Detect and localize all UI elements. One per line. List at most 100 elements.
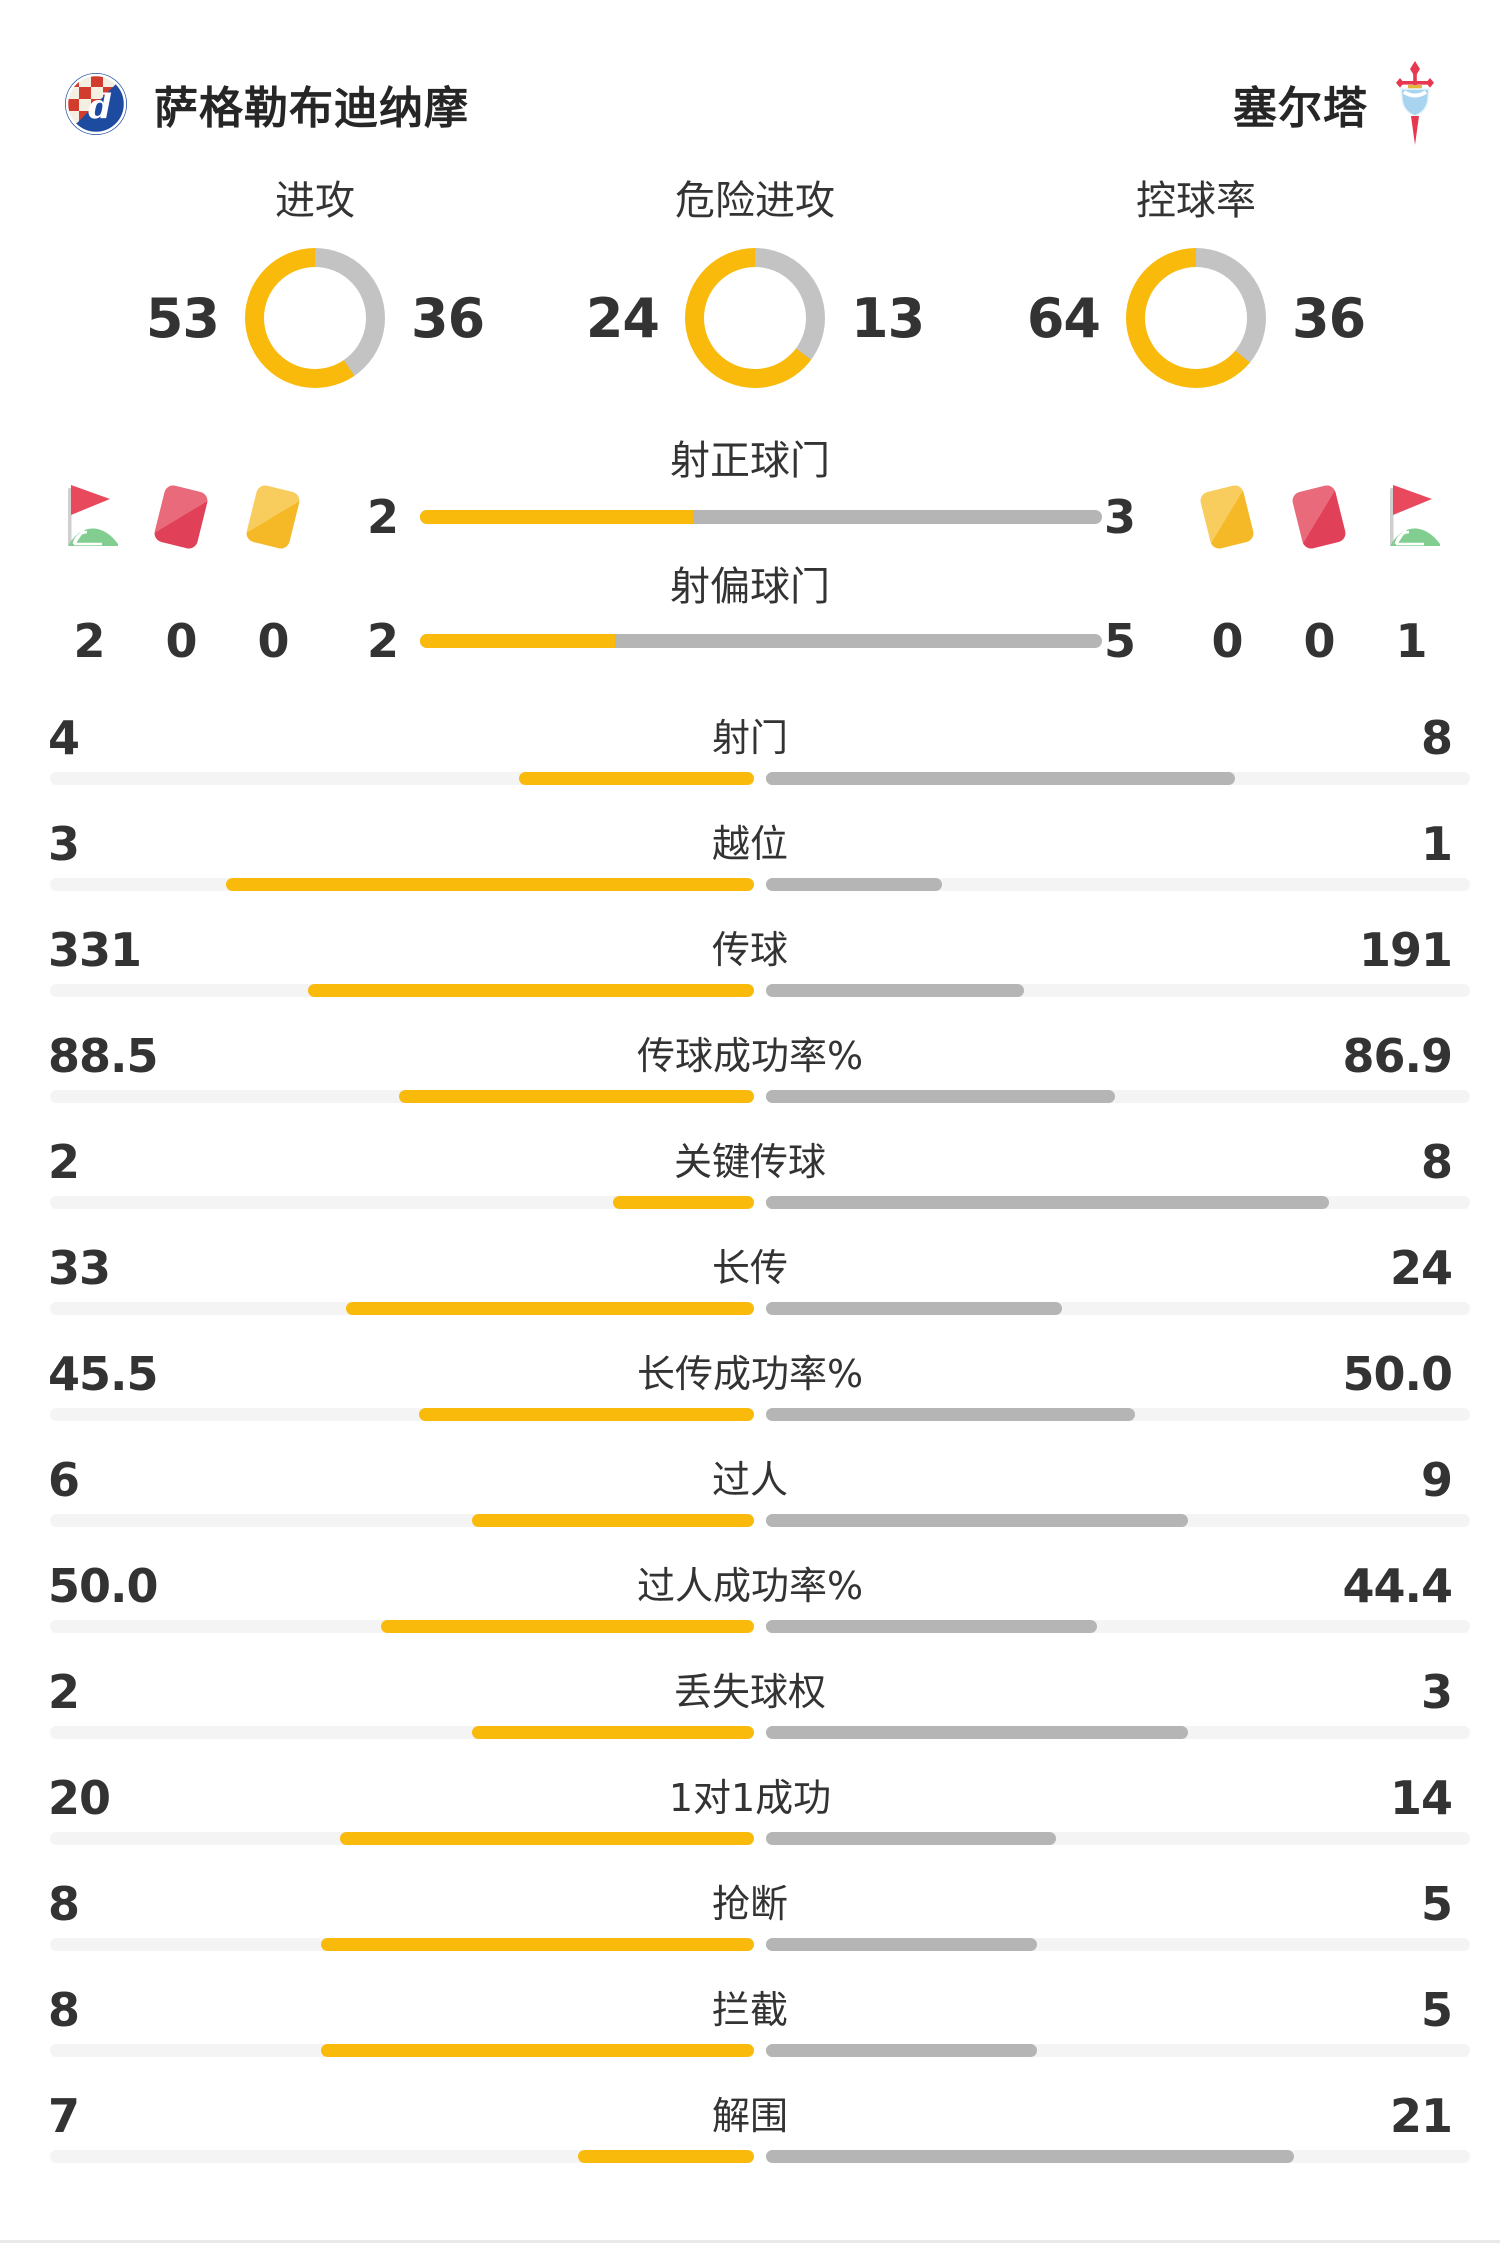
home-team: d 萨格勒布迪纳摩	[64, 72, 469, 136]
stat-home-value: 3	[48, 817, 80, 871]
stat-away-value: 1	[1420, 817, 1453, 871]
stat-away-bar	[766, 878, 1470, 891]
away-yellow-cards: 0	[1190, 606, 1264, 676]
stat-away-value: 14	[1389, 1771, 1453, 1825]
red-card-icon	[152, 483, 210, 551]
stat-label: 丢失球权	[673, 1670, 826, 1714]
away-team: 塞尔塔	[1233, 61, 1436, 147]
stat-row: 6 过人 9	[0, 1444, 1500, 1550]
stat-away-bar	[766, 772, 1470, 785]
bottom-divider	[0, 2240, 1500, 2243]
stat-label: 关键传球	[673, 1140, 826, 1184]
donut-ring	[1126, 248, 1266, 388]
stat-label: 射门	[711, 716, 788, 760]
stat-home-bar	[50, 2044, 754, 2057]
stat-label: 长传	[711, 1246, 788, 1290]
stat-home-bar	[50, 1090, 754, 1103]
stat-away-bar	[766, 1726, 1470, 1739]
stat-row: 33 长传 24	[0, 1232, 1500, 1338]
stat-row: 7 解围 21	[0, 2080, 1500, 2186]
away-discipline-counts: 0 0 1	[1190, 606, 1448, 676]
stat-home-value: 45.5	[48, 1347, 158, 1401]
stat-home-bar	[50, 772, 754, 785]
red-card-slot	[1282, 482, 1356, 552]
stat-label: 拦截	[711, 1988, 788, 2032]
stat-row: 2 关键传球 8	[0, 1126, 1500, 1232]
donut-chart: 进攻 53 36	[135, 168, 495, 388]
stat-row: 331 传球 191	[0, 914, 1500, 1020]
red-card-icon	[1290, 483, 1348, 551]
stat-home-bar	[50, 1938, 754, 1951]
stat-label: 传球	[711, 928, 788, 972]
stat-home-value: 20	[48, 1771, 111, 1825]
stat-row: 50.0 过人成功率% 44.4	[0, 1550, 1500, 1656]
stat-away-value: 8	[1420, 711, 1453, 765]
overview-donut-charts: 进攻 53 36 危险进攻 24 13 控球率 64 36	[0, 168, 1500, 418]
donut-chart-title: 进攻	[275, 178, 355, 224]
donut-home-value: 53	[145, 286, 220, 350]
stat-label: 越位	[711, 822, 788, 866]
stat-away-bar	[766, 984, 1470, 997]
home-yellow-cards: 0	[236, 606, 310, 676]
stat-away-value: 50.0	[1342, 1347, 1453, 1401]
stat-home-bar	[50, 1408, 754, 1421]
home-team-name: 萨格勒布迪纳摩	[154, 83, 469, 134]
donut-away-value: 36	[1292, 286, 1366, 350]
stat-away-bar	[766, 1302, 1470, 1315]
home-yellow-cards-value: 0	[257, 614, 289, 668]
away-discipline-icons	[1190, 482, 1448, 552]
stat-home-value: 8	[48, 1983, 80, 2037]
header: d 萨格勒布迪纳摩 塞尔塔	[64, 58, 1436, 150]
stat-row: 3 越位 1	[0, 808, 1500, 914]
donut-home-value: 24	[585, 286, 660, 350]
stat-row: 20 1对1成功 14	[0, 1762, 1500, 1868]
away-red-cards-value: 0	[1303, 614, 1335, 668]
donut-chart-title: 控球率	[1136, 178, 1256, 224]
stat-home-value: 88.5	[48, 1029, 158, 1083]
stat-away-bar	[766, 1408, 1470, 1421]
yellow-card-icon	[244, 483, 302, 551]
stat-away-value: 21	[1389, 2089, 1453, 2143]
stat-home-value: 33	[48, 1241, 111, 1295]
stats-list: 4 射门 8 3 越位 1 331 传球 191 88.5 传球成功率% 86.…	[0, 702, 1500, 2186]
stat-away-bar	[766, 1514, 1470, 1527]
home-red-cards-value: 0	[165, 614, 197, 668]
stat-away-bar	[766, 1196, 1470, 1209]
stat-away-bar	[766, 2150, 1470, 2163]
away-red-cards: 0	[1282, 606, 1356, 676]
stat-home-value: 7	[48, 2089, 80, 2143]
stat-home-value: 2	[48, 1135, 80, 1189]
stat-home-value: 331	[48, 923, 142, 977]
shots-off-target-row: 2 0 0 2 5 0 0 1	[0, 606, 1500, 676]
stat-label: 抢断	[711, 1882, 788, 1926]
stat-away-bar	[766, 1090, 1470, 1103]
stat-away-value: 5	[1420, 1877, 1453, 1931]
yellow-card-icon	[1198, 483, 1256, 551]
home-team-logo: d	[64, 72, 128, 136]
stat-away-value: 191	[1358, 923, 1453, 977]
corner-flag-slot	[1374, 482, 1448, 552]
donut-away-value: 36	[411, 286, 485, 350]
shots-on-target-away-value: 3	[1104, 490, 1136, 544]
donut-chart-title: 危险进攻	[675, 178, 835, 224]
home-discipline-icons	[52, 482, 310, 552]
stat-away-value: 5	[1420, 1983, 1453, 2037]
stat-home-value: 50.0	[48, 1559, 158, 1613]
stat-row: 45.5 长传成功率% 50.0	[0, 1338, 1500, 1444]
donut-chart: 控球率 64 36	[1016, 168, 1376, 388]
stat-away-value: 8	[1420, 1135, 1453, 1189]
stat-away-bar	[766, 1832, 1470, 1845]
stat-home-value: 8	[48, 1877, 80, 1931]
stat-row: 8 拦截 5	[0, 1974, 1500, 2080]
stat-home-bar	[50, 2150, 754, 2163]
away-yellow-cards-value: 0	[1211, 614, 1243, 668]
stat-row: 4 射门 8	[0, 702, 1500, 808]
home-discipline-counts: 2 0 0	[52, 606, 310, 676]
stat-away-value: 3	[1420, 1665, 1453, 1719]
stat-label: 传球成功率%	[636, 1034, 864, 1078]
stat-label: 1对1成功	[668, 1776, 832, 1820]
stat-away-value: 44.4	[1342, 1559, 1453, 1613]
donut-ring	[685, 248, 825, 388]
stat-away-value: 24	[1389, 1241, 1453, 1295]
donut-home-value: 64	[1026, 286, 1101, 350]
